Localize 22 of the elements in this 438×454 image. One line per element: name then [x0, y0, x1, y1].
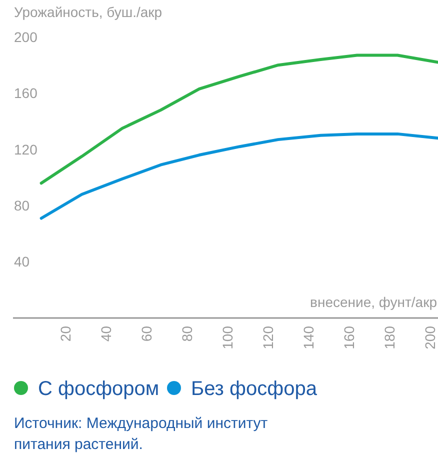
legend-label: С фосфором	[38, 378, 160, 400]
x-tick-label: 200	[422, 326, 438, 350]
x-tick-label: 100	[219, 326, 236, 350]
y-tick-label: 80	[14, 198, 30, 214]
x-tick-label: 180	[381, 326, 398, 350]
x-tick-label: 60	[138, 326, 154, 342]
text: Источник: Международный институт питания растений.	[14, 415, 268, 453]
line-series	[40, 132, 438, 220]
y-axis-title: Урожайность, буш./акр	[14, 4, 162, 20]
legend-label: Без фосфора	[191, 378, 318, 400]
y-tick-label: 120	[14, 141, 38, 158]
y-tick-label: 160	[14, 85, 38, 102]
x-axis-title: внесение, фунт/акр	[310, 294, 438, 310]
line-series	[40, 54, 438, 185]
x-tick-label: 120	[260, 326, 276, 350]
x-tick-label: 40	[98, 326, 114, 342]
x-tick-label: 20	[58, 326, 74, 342]
x-tick-label: 80	[178, 326, 195, 342]
x-tick-label: 160	[340, 326, 357, 350]
y-tick-label: 40	[14, 254, 30, 270]
y-tick-label: 200	[14, 28, 38, 45]
x-tick-label: 140	[300, 326, 316, 350]
